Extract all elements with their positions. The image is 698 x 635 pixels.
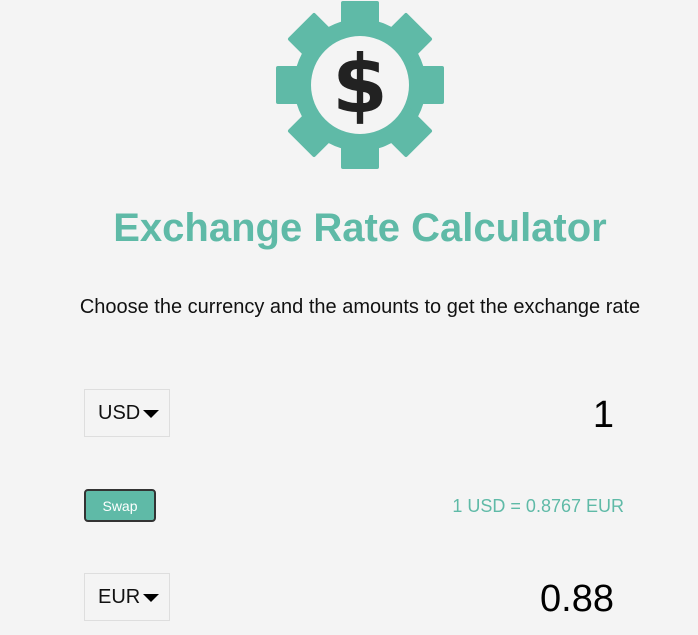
amount-one-input[interactable]: 1 [592, 394, 614, 436]
amount-two-input[interactable]: 0.88 [540, 578, 614, 620]
caret-down-icon [143, 594, 160, 602]
swap-button[interactable]: Swap [84, 489, 156, 522]
caret-down-icon [143, 410, 160, 418]
currency-one-select[interactable]: USD [84, 389, 170, 437]
page-title: Exchange Rate Calculator [113, 206, 607, 250]
dollar-symbol: $ [332, 38, 388, 131]
currency-two-value: EUR [98, 585, 141, 608]
currency-two-select[interactable]: EUR [84, 573, 170, 621]
exchange-rate-text: 1 USD = 0.8767 EUR [452, 496, 624, 516]
dollar-gear-icon: $ [273, 0, 447, 172]
page-subtitle: Choose the currency and the amounts to g… [79, 296, 641, 318]
currency-one-value: USD [98, 401, 141, 424]
